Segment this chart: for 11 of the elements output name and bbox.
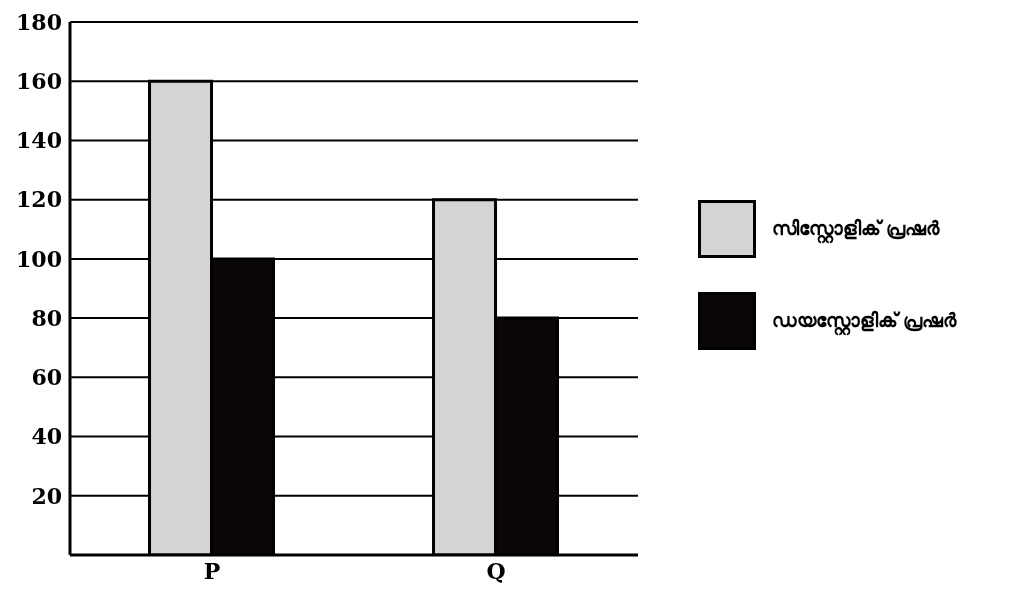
- y-tick-label: 60: [31, 364, 62, 391]
- y-tick-label: 180: [16, 8, 62, 35]
- y-tick-label: 160: [16, 68, 62, 95]
- y-tick-label: 120: [16, 186, 62, 213]
- y-tick-label: 100: [16, 245, 62, 272]
- x-tick-label: Q: [486, 557, 506, 584]
- y-tick-label: 40: [31, 423, 62, 450]
- y-tick-label: 80: [31, 304, 62, 331]
- y-tick-label: 140: [16, 127, 62, 154]
- y-tick-label: 20: [31, 482, 62, 509]
- x-tick-label: P: [203, 557, 221, 584]
